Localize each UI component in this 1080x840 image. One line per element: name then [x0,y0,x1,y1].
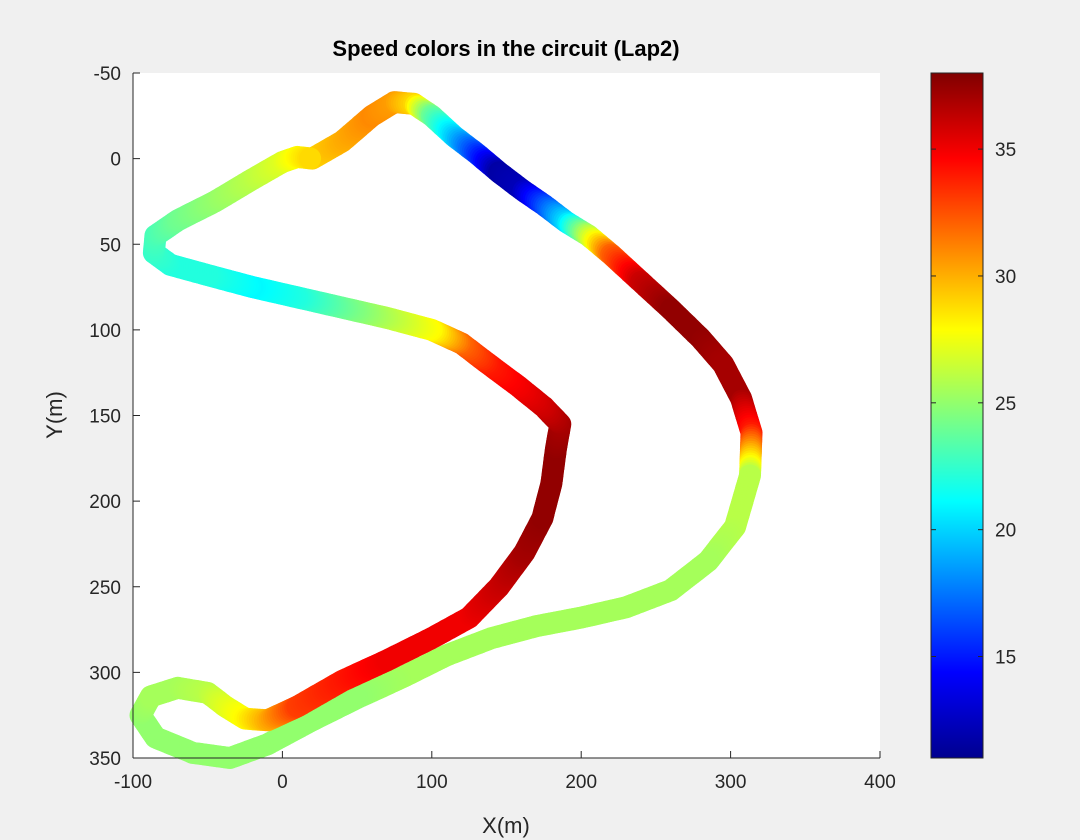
y-tick-label: 250 [89,578,121,599]
colorbar-tick-label: 30 [995,267,1016,288]
y-tick-label: 50 [100,235,121,256]
x-axis-label: X(m) [482,813,530,838]
x-tick-label: 300 [715,772,747,793]
x-tick-label: 100 [416,772,448,793]
y-axis-label: Y(m) [42,391,67,439]
y-tick-label: 300 [89,663,121,684]
x-tick-label: 400 [864,772,896,793]
track-path [129,91,763,769]
track-point [299,147,322,170]
colorbar-tick-label: 35 [995,140,1016,161]
y-tick-label: -50 [94,64,121,85]
x-tick-label: -100 [114,772,152,793]
y-tick-label: 350 [89,749,121,770]
y-tick-label: 0 [110,150,121,171]
y-tick-label: 100 [89,321,121,342]
colorbar-ticks: 15 20 25 30 35 [931,140,1016,669]
y-tick-label: 200 [89,492,121,513]
chart-title: Speed colors in the circuit (Lap2) [332,36,679,61]
x-tick-label: 200 [565,772,597,793]
colorbar-tick-label: 25 [995,394,1016,415]
colorbar [930,72,984,759]
y-tick-label: 150 [89,407,121,428]
colorbar-tick-label: 20 [995,521,1016,542]
axes: -100 0 100 200 300 400 -50 0 50 100 150 200 250 300 35… [89,64,896,793]
x-tick-label: 0 [277,772,288,793]
colorbar-tick-label: 15 [995,648,1016,669]
